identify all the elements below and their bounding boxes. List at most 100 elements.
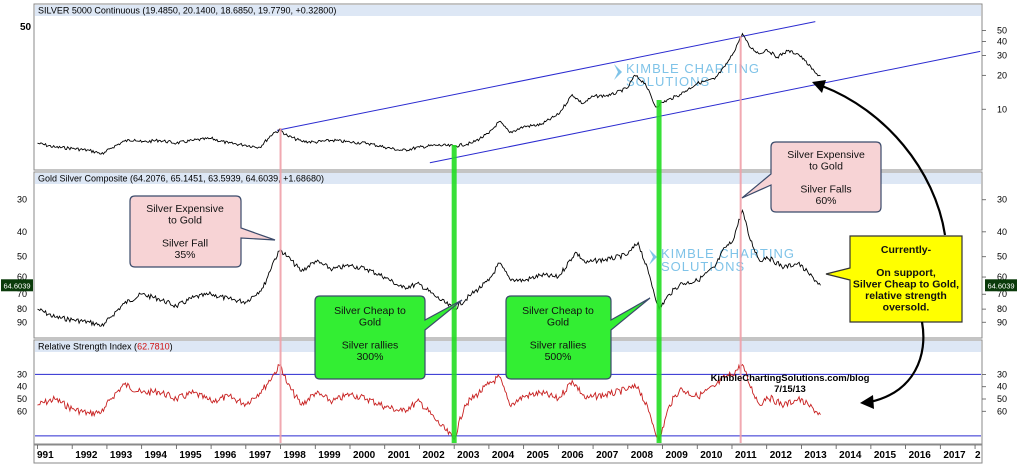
callout-currently-line-3: Silver Cheap to Gold, [853,279,959,291]
x-tick-2000: 2000 [353,450,376,461]
callout-cheap-2008-line-0: Silver Cheap to [522,305,594,317]
credit-date: 7/15/13 [774,384,806,395]
x-tick-2005: 2005 [527,450,550,461]
callout-currently-text: Currently- On support,Silver Cheap to Gol… [853,244,959,314]
ratio-left-tick-2: 50 [17,252,27,262]
x-tick-1997: 1997 [249,450,272,461]
ratio-tick-labels: 30 40 50 60 70 80 90 30 40 50 60 70 80 90 [17,195,1007,328]
marker-silver-cheap-3 [656,100,662,443]
x-tick-2016: 2016 [909,450,932,461]
x-tick-2017: 2017 [943,450,966,461]
rsi-left-tick-3: 60 [17,406,27,416]
rsi-header-close: ) [170,342,173,352]
x-tick-2011: 2011 [735,450,757,461]
x-tick-1994: 1994 [145,450,168,461]
rsi-tick-labels: 30 40 50 60 30 40 50 60 [17,369,1007,416]
callout-cheap-2008-line-1: Gold [547,317,569,329]
ratio-watermark-line1: KIMBLE CHARTING [661,246,795,261]
vertical-markers [279,36,742,443]
channel-upper-line [276,21,816,131]
x-tick-2008: 2008 [631,450,654,461]
ratio-series [37,209,821,327]
silver-right-tick-1: 40 [997,36,1007,46]
x-tick-2015: 2015 [874,450,897,461]
trend-channel [276,21,981,164]
callout-currently-line-4: relative strength [865,290,947,302]
ratio-left-tick-1: 40 [17,227,27,237]
curved-arrows [812,80,947,409]
callout-cheap-2008-box [505,295,651,380]
x-tick-2014: 2014 [839,450,862,461]
x-tick-2002: 2002 [422,450,445,461]
x-tick-2004: 2004 [492,450,515,461]
callout-expensive-2011-line-1: to Gold [809,161,843,173]
rsi-header-text: Relative Strength Index (62.7810) [38,342,173,352]
silver-right-tick-3: 20 [997,70,1007,80]
silver-series [37,32,821,155]
credit-site: KimbleChartingSolutions.com/blog [711,373,870,384]
x-tick-2009: 2009 [666,450,689,461]
x-tick-1998: 1998 [284,450,307,461]
arrow-to-support [821,84,947,236]
ratio-right-tick-0: 30 [997,195,1007,205]
marker-silver-expensive-1 [739,36,742,443]
callout-cheap-2003-box [314,295,463,380]
silver-right-tick-2: 30 [997,51,1007,61]
rsi-line [37,363,821,441]
rsi-left-tick-0: 30 [17,369,27,379]
ratio-left-tick-3: 60 [17,272,27,282]
rsi-header-value: 62.7810 [137,342,170,352]
ratio-left-tick-4: 70 [17,289,27,299]
x-tick-1995: 1995 [179,450,202,461]
x-tick-2003: 2003 [457,450,480,461]
x-axis: 991 1992 1993 1994 1995 1996 1997 1998 1999 2000 2… [33,444,983,464]
ratio-right-tick-5: 80 [997,304,1007,314]
x-tick-1992: 1992 [75,450,98,461]
ratio-badge-left-text: 64.6039 [3,281,30,290]
credit: KimbleChartingSolutions.com/blog 7/15/13 [711,373,870,395]
callout-currently: Currently- On support,Silver Cheap to Gol… [825,235,963,323]
silver-watermark-logo [614,64,622,80]
callout-cheap-2003-line-3: Silver rallies [342,340,399,352]
ratio-header-bar [35,173,981,184]
rsi-left-tick-2: 50 [17,394,27,404]
ratio-badge-left [1,279,33,292]
callout-expensive-1998-line-4: 35% [174,249,195,261]
channel-lower-line [429,50,981,164]
callout-cheap-2008-line-3: Silver rallies [530,340,587,352]
callout-currently-line-2: On support, [876,267,936,279]
ratio-right-tick-3: 60 [997,272,1007,282]
x-tick-2007: 2007 [596,450,619,461]
ratio-watermark-logo [649,249,657,265]
silver-price-line [37,32,821,155]
callout-expensive-2011-line-3: Silver Falls [800,184,851,196]
callout-expensive-2011-line-0: Silver Expensive [787,149,865,161]
x-tick-2012: 2012 [770,450,793,461]
x-axis-frame [33,444,983,464]
ratio-left-tick-0: 30 [17,195,27,205]
x-tick-2010: 2010 [700,450,723,461]
silver-right-tick-0: 50 [997,26,1007,36]
ratio-badge-right [985,279,1017,292]
ratio-last-value-badges: 64.6039 64.6039 [1,279,1017,292]
ratio-watermark-line2: SOLUTIONS [661,259,745,274]
rsi-series [37,363,821,441]
silver-right-tick-4: 10 [997,104,1007,114]
marker-silver-expensive-0 [279,128,282,443]
x-tick-2006: 2006 [561,450,584,461]
x-tick-2013: 2013 [804,450,827,461]
x-tick-2: 2 [975,450,981,461]
callout-cheap-2008-line-4: 500% [545,351,572,363]
ratio-header-text: Gold Silver Composite (64.2076, 65.1451,… [38,174,324,184]
x-tick-1993: 1993 [110,450,133,461]
callout-expensive-2011-line-4: 60% [815,195,836,207]
